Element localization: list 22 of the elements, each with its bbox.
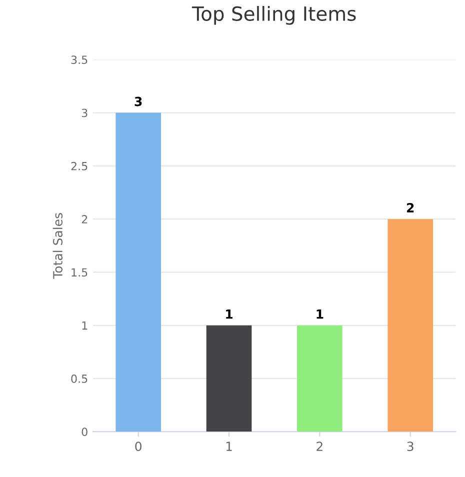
x-tick-label: 1 bbox=[226, 442, 232, 451]
x-tick-label: 2 bbox=[316, 442, 322, 451]
y-tick-label: 2.5 bbox=[71, 162, 88, 170]
x-tick-label: 0 bbox=[135, 442, 142, 452]
chart-title: Top Selling Items bbox=[192, 6, 356, 25]
data-label: 2 bbox=[407, 203, 414, 212]
data-label: 1 bbox=[316, 310, 324, 319]
y-tick-label: 3 bbox=[82, 108, 88, 118]
bar bbox=[116, 112, 162, 432]
y-tick-label: 3.5 bbox=[71, 56, 88, 64]
bar bbox=[388, 219, 434, 432]
y-tick-label: 1.5 bbox=[72, 268, 88, 277]
data-label: 1 bbox=[226, 310, 232, 319]
y-axis-title: Total Sales bbox=[52, 213, 62, 279]
y-tick-label: 0 bbox=[82, 428, 88, 436]
x-tick-label: 3 bbox=[407, 442, 414, 452]
bar bbox=[206, 325, 252, 432]
y-tick-label: 2 bbox=[82, 215, 88, 224]
data-label: 3 bbox=[134, 96, 142, 106]
y-tick-label: 1 bbox=[82, 322, 88, 330]
bar bbox=[297, 325, 342, 432]
y-tick-label: 0.5 bbox=[71, 374, 88, 383]
